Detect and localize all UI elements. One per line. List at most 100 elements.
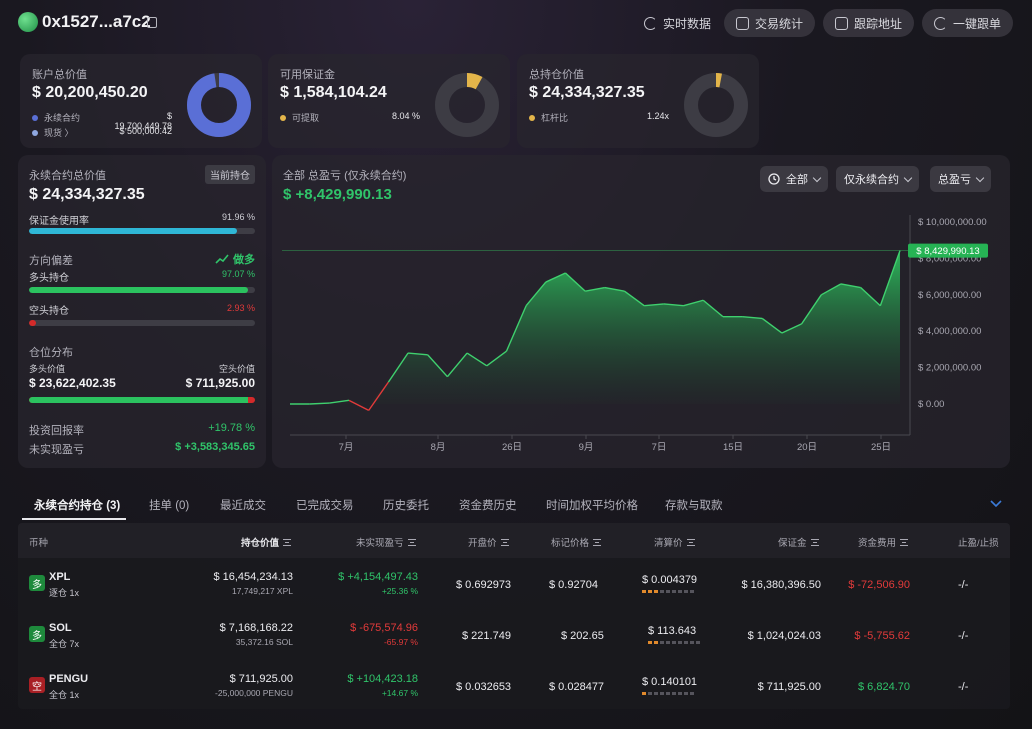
pnl-line-segment (387, 352, 409, 383)
trade-stats-button[interactable]: 交易统计 (724, 9, 816, 37)
distribution-long-fill (29, 397, 249, 403)
liq-risk-segment (690, 641, 694, 644)
pnl-line-segment (624, 290, 645, 307)
table-row[interactable]: 多 SOL 全仓 7x $ 7,168,168.22 35,372.16 SOL … (18, 609, 1010, 659)
open-price: $ 0.692973 (456, 579, 512, 591)
current-position-tag[interactable]: 当前持仓 (205, 165, 255, 184)
symbol: PENGU (49, 673, 89, 685)
copy-trade-button[interactable]: 一键跟单 (922, 9, 1014, 37)
table-row[interactable]: 空 PENGU 全仓 1x $ 711,925.00 -25,000,000 PE… (18, 660, 1010, 710)
col-mark-price[interactable]: 标记价格 (551, 535, 602, 549)
pnl-line-segment (505, 305, 527, 352)
sort-icon (283, 538, 292, 546)
monitor-icon (835, 16, 848, 30)
direction-label: 方向偏差 (29, 255, 73, 267)
col-liquidation-price[interactable]: 清算价 (654, 535, 695, 549)
y-tick-label: $ 2,000,000.00 (918, 363, 981, 374)
open-price: $ 221.749 (462, 630, 511, 642)
tab-twap[interactable]: 时间加权平均价格 (546, 500, 638, 512)
liq-risk-segment (654, 692, 658, 695)
mark-price: $ 0.028477 (549, 681, 605, 693)
copy-icon[interactable] (147, 17, 157, 28)
liq-risk-segment (654, 590, 658, 593)
tab-completed-trades[interactable]: 已完成交易 (296, 500, 354, 512)
legend-withdrawable: 可提取 (280, 111, 319, 124)
roi-value: +19.78 % (208, 422, 255, 434)
pnl-area-fill (290, 250, 900, 404)
long-bar (29, 287, 255, 293)
current-value-label: $ 8,429,990.13 (916, 246, 979, 257)
metric-filter-dropdown[interactable]: 总盈亏 (930, 166, 991, 192)
unrealized-pnl: $ +4,154,497.43 +25.36 % (338, 571, 418, 596)
position-value: $ 7,168,168.22 35,372.16 SOL (219, 622, 293, 647)
liq-risk-segment (678, 641, 682, 644)
tpsl[interactable]: -/- (958, 630, 969, 642)
pnl-line-segment (466, 352, 488, 367)
sort-icon (900, 538, 909, 546)
donut-leverage-segment (684, 73, 748, 137)
pnl-line-segment (368, 381, 389, 411)
perp-value: $ 24,334,327.35 (29, 186, 145, 203)
liq-risk-segment (678, 590, 682, 593)
open-price: $ 0.032653 (456, 681, 512, 693)
tab-recent-fills[interactable]: 最近成交 (220, 500, 266, 512)
funding-fee: $ -72,506.90 (848, 579, 910, 591)
long-fill (29, 287, 249, 293)
tpsl[interactable]: -/- (958, 579, 969, 591)
x-tick-label: 8月 (431, 442, 446, 453)
range-filter-dropdown[interactable]: 全部 (760, 166, 828, 192)
tpsl[interactable]: -/- (958, 681, 969, 693)
tab-funding-history[interactable]: 资金费历史 (459, 500, 517, 512)
liq-risk-segment (672, 641, 676, 644)
long-value-label: 多头价值 (29, 364, 66, 374)
short-label: 空头持仓 (29, 306, 69, 317)
y-tick-label: $ 4,000,000.00 (918, 326, 981, 337)
pnl-line-segment (525, 281, 547, 307)
legend-spot[interactable]: 现货 〉 (32, 126, 74, 139)
scope-filter-dropdown[interactable]: 仅永续合约 (836, 166, 919, 192)
x-tick-label: 7日 (652, 442, 667, 453)
col-funding[interactable]: 资金费用 (858, 535, 909, 549)
x-tick-label: 25日 (871, 442, 891, 453)
liq-risk-segment (660, 641, 664, 644)
col-position-value[interactable]: 持仓价值 (241, 535, 292, 549)
perp-value: $ 19,700,449.78 (114, 111, 172, 131)
long-value: $ 23,622,402.35 (29, 376, 116, 390)
track-address-button[interactable]: 跟踪地址 (823, 9, 915, 37)
x-tick-label: 15日 (723, 442, 743, 453)
long-badge: 多 (29, 626, 45, 642)
pnl-line-segment (820, 283, 842, 296)
tab-perp-positions[interactable]: 永续合约持仓 (3) (34, 500, 121, 512)
account-value: $ 20,200,450.20 (32, 84, 148, 101)
long-pct: 97.07 % (221, 269, 255, 279)
account-value-card: 账户总价值 $ 20,200,450.20 永续合约 $ 19,700,449.… (20, 54, 262, 148)
pnl-line-segment (565, 272, 586, 292)
pnl-line-segment (545, 272, 566, 283)
collapse-chevron-icon[interactable] (990, 500, 1002, 508)
symbol: XPL (49, 571, 71, 583)
tab-open-orders[interactable]: 挂单 (0) (149, 500, 190, 512)
short-fill (29, 320, 36, 326)
liquidation-price: $ 0.004379 (642, 574, 697, 593)
pnl-line-segment (329, 399, 350, 404)
tab-deposits-withdrawals[interactable]: 存款与取款 (665, 500, 723, 512)
col-unrealized-pnl[interactable]: 未实现盈亏 (356, 535, 416, 549)
tab-order-history[interactable]: 历史委托 (383, 500, 429, 512)
sort-icon (407, 538, 416, 546)
realtime-data-button[interactable]: 实时数据 (632, 9, 723, 37)
margin-mode: 全仓 1x (49, 690, 80, 700)
table-row[interactable]: 多 XPL 逐仓 1x $ 16,454,234.13 17,749,217 XP… (18, 558, 1010, 608)
pnl-line-segment (604, 286, 625, 292)
col-open-price[interactable]: 开盘价 (468, 535, 509, 549)
mark-price: $ 202.65 (561, 630, 604, 642)
liq-risk-segment (642, 590, 646, 593)
pnl-line-segment (840, 283, 861, 289)
pnl-line-segment (801, 294, 822, 325)
unrealized-pnl: $ +104,423.18 +14.67 % (347, 673, 418, 698)
y-tick-label: $ 10,000,000.00 (918, 217, 987, 228)
position-value: $ 16,454,234.13 17,749,217 XPL (213, 571, 293, 596)
col-margin[interactable]: 保证金 (778, 535, 819, 549)
refresh-icon (644, 16, 657, 30)
margin-label: 可用保证金 (280, 69, 335, 81)
pnl-line-segment (761, 317, 783, 334)
